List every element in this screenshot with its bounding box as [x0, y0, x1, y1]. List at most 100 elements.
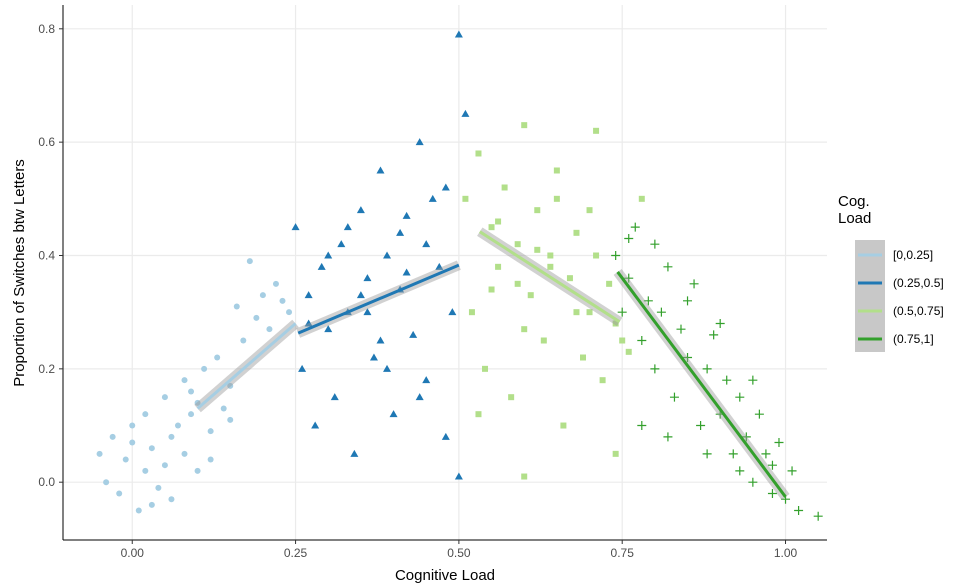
point	[363, 308, 372, 316]
point	[330, 393, 339, 401]
point	[402, 268, 411, 276]
point	[240, 337, 247, 344]
point	[96, 450, 103, 457]
x-tick-label: 0.75	[611, 546, 635, 560]
point	[650, 239, 660, 249]
point	[233, 303, 240, 310]
point	[422, 376, 431, 384]
point	[547, 263, 554, 270]
point	[168, 496, 175, 503]
point	[794, 506, 804, 516]
fit-line	[196, 322, 297, 410]
point	[508, 394, 515, 401]
point	[155, 484, 162, 491]
point	[683, 353, 693, 363]
point	[767, 489, 777, 499]
point	[324, 325, 333, 333]
point	[135, 507, 142, 514]
point	[748, 375, 758, 385]
point	[612, 450, 619, 457]
point	[624, 273, 634, 283]
point	[468, 309, 475, 316]
point	[593, 127, 600, 134]
point	[207, 456, 214, 463]
point	[540, 337, 547, 344]
point	[129, 439, 136, 446]
point	[573, 309, 580, 316]
point	[521, 326, 528, 333]
point	[356, 206, 365, 214]
point	[161, 462, 168, 469]
point	[266, 326, 273, 333]
point	[304, 291, 313, 299]
point	[304, 319, 313, 327]
point	[482, 365, 489, 372]
point	[317, 262, 326, 270]
point	[174, 422, 181, 429]
point	[279, 297, 286, 304]
point	[630, 222, 640, 232]
y-tick-label: 0.2	[38, 362, 55, 376]
point	[735, 392, 745, 402]
point	[462, 195, 469, 202]
point	[415, 393, 424, 401]
point	[495, 263, 502, 270]
point	[475, 150, 482, 157]
point	[650, 364, 660, 374]
point	[663, 432, 673, 442]
point	[521, 122, 528, 129]
fit-line	[616, 271, 787, 498]
point	[454, 30, 463, 38]
point	[214, 354, 221, 361]
point	[553, 167, 560, 174]
point	[702, 364, 712, 374]
x-tick-label: 0.50	[447, 546, 471, 560]
point	[566, 275, 573, 282]
point	[643, 296, 653, 306]
point	[709, 330, 719, 340]
point	[122, 456, 129, 463]
point	[606, 280, 613, 287]
point	[580, 354, 587, 361]
point	[259, 292, 266, 299]
x-tick-label: 0.25	[284, 546, 308, 560]
point	[129, 422, 136, 429]
point	[514, 280, 521, 287]
grid	[63, 5, 827, 540]
point	[324, 251, 333, 259]
point	[475, 411, 482, 418]
point	[461, 109, 470, 117]
point	[586, 207, 593, 214]
point	[272, 280, 279, 287]
point	[441, 183, 450, 191]
point	[227, 382, 234, 389]
point	[356, 291, 365, 299]
point	[488, 224, 495, 231]
point	[501, 184, 508, 191]
point	[735, 466, 745, 476]
point	[142, 467, 149, 474]
point	[676, 324, 686, 334]
point	[702, 449, 712, 459]
point	[573, 229, 580, 236]
legend-title: Cog. Load	[838, 193, 872, 227]
point	[181, 377, 188, 384]
legend: [0,0.25] (0.25,0.5] (0.5,0.75] (0.75,1]	[855, 240, 944, 352]
point	[495, 218, 502, 225]
point	[227, 416, 234, 423]
point	[534, 246, 541, 253]
series	[291, 30, 470, 480]
point	[409, 330, 418, 338]
point	[813, 511, 823, 521]
fit-line	[478, 230, 621, 324]
x-tick-label: 0.00	[121, 546, 145, 560]
point	[663, 262, 673, 272]
point	[593, 252, 600, 259]
y-tick-label: 0.8	[38, 22, 55, 36]
point	[774, 438, 784, 448]
point	[514, 241, 521, 248]
point	[656, 307, 666, 317]
legend-label: [0,0.25]	[893, 248, 933, 262]
point	[116, 490, 123, 497]
